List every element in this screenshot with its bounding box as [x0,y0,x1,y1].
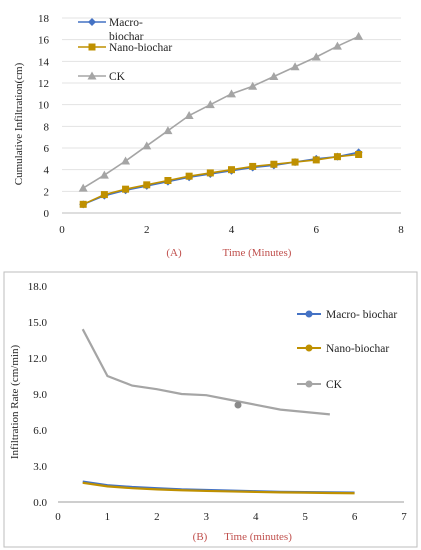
chart-b-ytick-label: 9.0 [33,389,47,401]
chart-a-point-nano-biochar [355,151,363,158]
chart-a-series-line-ck [82,35,359,189]
chart-a-point-ck [163,126,173,135]
chart-a-point-nano-biochar [270,160,278,168]
chart-a-point-nano-biochar [100,191,108,199]
chart-a-xtick-label: 6 [314,224,320,236]
chart-b-xtick-label: 2 [154,511,160,523]
chart-a-ytick-label: 6 [44,143,50,155]
chart-b-xtick-label: 4 [253,511,259,523]
chart-b-ytick-label: 0.0 [33,497,47,509]
chart-b-xtick-label: 3 [204,511,210,523]
chart-b-legend-marker-ck [305,380,313,388]
chart-a-legend-marker-ck [87,71,97,80]
chart-b-ytick-label: 18.0 [28,281,48,293]
chart-b-legend-marker-macro-biochar [305,310,313,318]
chart-b-tick-labels: 0.0 3.0 6.0 9.0 12.0 15.0 18.0 0 1 2 3 4 5 6 7 [28,281,408,523]
chart-panel-b: 0.0 3.0 6.0 9.0 12.0 15.0 18.0 0 1 2 3 4 5 6 7 Infiltr… [0,270,421,550]
chart-a-ytick-label: 16 [38,35,50,47]
chart-b-ytick-label: 6.0 [33,425,47,437]
chart-a-point-ck [269,72,279,80]
chart-b-panel-label: (B) [193,531,208,543]
chart-a-point-ck [290,62,300,71]
chart-a-point-nano-biochar [122,185,130,193]
chart-a-point-ck [99,170,109,179]
chart-b-xtick-label: 7 [401,511,407,523]
chart-panel-a: 0 2 4 6 8 10 12 14 16 18 0 2 4 6 8 Cumulative Infiltra… [0,0,421,270]
chart-a-point-ck [248,81,258,90]
chart-a-ytick-label: 8 [44,121,50,133]
chart-a-series-line-nano-biochar [82,153,359,206]
chart-b-legend: Macro- biochar Nano-biochar CK [297,309,397,391]
chart-a-ytick-label: 12 [38,78,49,90]
chart-a-legend-label-nano-biochar: Nano-biochar [109,42,172,54]
chart-a-point-nano-biochar [333,153,341,161]
chart-a-ytick-label: 14 [38,56,50,68]
chart-b-frame [3,271,418,548]
chart-b-xlabel: Time (minutes) [224,531,292,543]
chart-b-xtick-label: 1 [105,511,111,523]
chart-a-svg: 0 2 4 6 8 10 12 14 16 18 0 2 4 6 8 Cumulative Infiltra… [0,0,421,270]
chart-b-xtick-label: 6 [352,511,358,523]
chart-a-xtick-label: 4 [229,224,235,236]
chart-a-series-line-macro-biochar [82,151,359,206]
chart-a-point-ck [311,52,321,61]
chart-a-point-nano-biochar [228,166,235,174]
chart-a-legend-label-macro-biochar: Macro- [109,17,143,29]
chart-a-point-ck [121,156,131,165]
chart-a-legend-label-ck: CK [109,71,126,83]
chart-a-legend-marker-nano-biochar [88,43,96,51]
chart-a-point-ck [332,41,342,50]
chart-b-ytick-label: 15.0 [28,317,48,329]
chart-b-series-line-ck [81,328,330,416]
chart-a-legend-label-macro-biochar: biochar [109,31,144,43]
chart-a-point-nano-biochar [249,162,257,170]
chart-a-point-ck [354,31,364,40]
chart-b-series-line-nano-biochar [82,481,355,495]
chart-a-ylabel: Cumulative Infiltration(cm) [13,62,25,185]
chart-a-ytick-label: 0 [44,208,50,220]
chart-b-stray-point [234,401,242,409]
chart-a-background [0,0,421,270]
chart-a-legend-marker-macro-biochar [88,18,96,26]
chart-a-ytick-label: 10 [38,100,50,112]
chart-a-ytick-label: 4 [44,165,50,177]
chart-a-point-ck [142,141,152,150]
chart-a-ytick-label: 18 [38,13,50,25]
chart-a-point-nano-biochar [143,181,151,189]
chart-a-point-ck [227,89,236,98]
chart-a-series [78,31,364,209]
chart-a-panel-label: (A) [166,247,182,259]
chart-b-ytick-label: 3.0 [33,461,47,473]
chart-b-legend-label-ck: CK [326,379,343,391]
chart-a-xtick-label: 8 [398,224,404,236]
chart-a-point-nano-biochar [312,156,320,164]
chart-a-ytick-label: 2 [44,186,50,198]
chart-b-legend-label-macro-biochar: Macro- biochar [326,309,397,321]
chart-a-point-nano-biochar [164,177,172,184]
chart-a-xtick-label: 0 [59,224,65,236]
chart-b-xtick-label: 0 [55,511,61,523]
chart-a-point-nano-biochar [206,169,214,177]
chart-b-xtick-label: 5 [302,511,308,523]
chart-b-legend-label-nano-biochar: Nano-biochar [326,343,389,355]
chart-a-point-nano-biochar [79,200,87,208]
chart-a-point-nano-biochar [185,172,193,180]
chart-a-point-ck [78,183,88,192]
chart-a-point-ck [205,100,215,109]
chart-b-ytick-label: 12.0 [28,353,48,365]
chart-b-series [81,328,355,495]
chart-b-ylabel: Infiltration Rate (cm/min) [9,345,21,460]
chart-a-tick-labels: 0 2 4 6 8 10 12 14 16 18 0 2 4 6 8 [38,13,404,236]
chart-a-xtick-label: 2 [144,224,150,236]
chart-b-svg: 0.0 3.0 6.0 9.0 12.0 15.0 18.0 0 1 2 3 4 5 6 7 Infiltr… [3,271,418,548]
chart-b-legend-marker-nano-biochar [305,344,313,352]
chart-a-point-nano-biochar [291,158,299,166]
chart-a-point-ck [184,111,194,119]
chart-a-xlabel: Time (Minutes) [223,247,292,259]
